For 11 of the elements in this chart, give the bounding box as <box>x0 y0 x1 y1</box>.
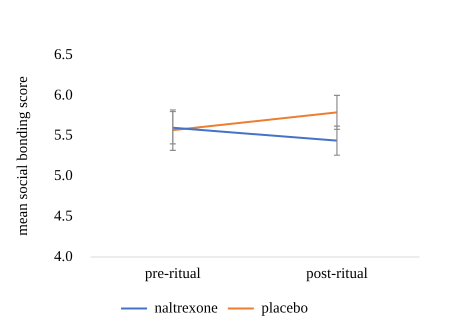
y-tick-label: 6.5 <box>54 46 73 63</box>
x-tick-label: post-ritual <box>306 266 368 282</box>
legend-label: placebo <box>261 300 308 316</box>
y-tick-label: 5.0 <box>54 168 73 184</box>
y-axis-title: mean social bonding score <box>14 76 31 236</box>
y-tick-label: 6.0 <box>54 87 73 104</box>
x-tick-label: pre-ritual <box>144 266 201 282</box>
y-tick-label: 4.5 <box>54 208 73 225</box>
legend-label: naltrexone <box>154 300 218 316</box>
y-tick-label: 5.5 <box>54 128 73 144</box>
y-tick-label: 4.0 <box>54 248 73 265</box>
